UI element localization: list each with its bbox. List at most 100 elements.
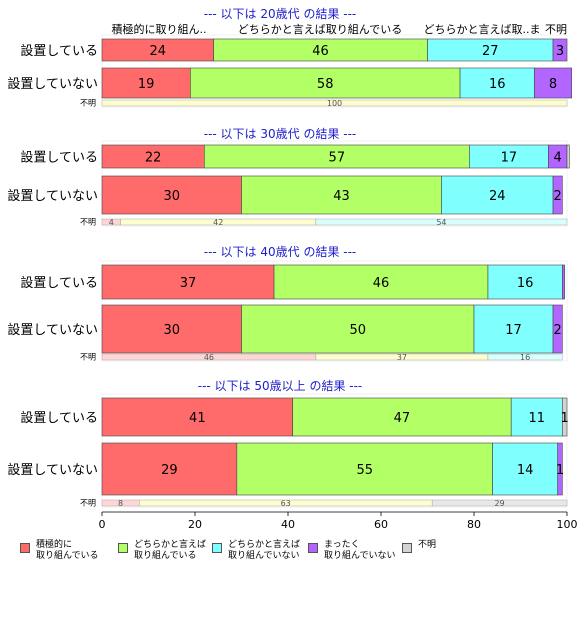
panel-title: --- 以下は 40歳代 の結果 --- — [204, 245, 357, 259]
unknown-data-label: 29 — [494, 499, 504, 508]
data-label: 57 — [329, 151, 346, 166]
data-label: 27 — [482, 44, 499, 59]
unknown-bar-segment — [487, 353, 563, 361]
data-label: 11 — [529, 411, 546, 426]
bar-segment — [562, 264, 565, 300]
panel-title: --- 以下は 50歳以上 の結果 --- — [198, 379, 363, 393]
data-label: 2 — [554, 189, 562, 204]
column-header: どちらかと言えば取り組んでいる — [238, 23, 402, 36]
bar-segment — [552, 304, 563, 354]
unknown-data-label: 54 — [436, 218, 446, 227]
legend-item: まったく 取り組んでいない — [308, 540, 396, 562]
bar-segment — [241, 175, 442, 215]
chart-legend: 積極的に 取り組んでいる どちらかと言えば 取り組んでいる どちらかと言えば 取り組… — [0, 538, 580, 578]
row-label: 設置している — [20, 150, 98, 166]
unknown-data-label: 37 — [397, 353, 407, 362]
row-label: 設置していない — [7, 322, 98, 338]
unknown-bar-segment — [101, 99, 568, 107]
x-tick-label: 100 — [557, 518, 578, 531]
data-label: 30 — [163, 323, 180, 338]
bar-segment — [459, 67, 535, 99]
column-header: 不明 — [545, 23, 567, 36]
x-tick-label: 0 — [99, 518, 106, 531]
unknown-row-label: 不明 — [80, 218, 96, 227]
data-label: 47 — [394, 411, 411, 426]
unknown-data-label: 42 — [213, 218, 223, 227]
bar-segment — [492, 442, 559, 496]
data-label: 14 — [517, 463, 534, 478]
data-label: 22 — [145, 151, 162, 166]
row-label: 設置している — [20, 275, 98, 291]
data-label: 58 — [317, 77, 334, 92]
bar-segment — [552, 38, 568, 62]
x-tick-label: 20 — [188, 518, 202, 531]
legend-swatch — [402, 543, 412, 553]
data-label: 46 — [312, 44, 329, 59]
bar-segment — [190, 67, 461, 99]
unknown-data-label: 46 — [204, 353, 214, 362]
panel-title: --- 以下は 20歳代 の結果 --- — [204, 7, 357, 21]
unknown-data-label: 63 — [281, 499, 291, 508]
x-tick-label: 80 — [467, 518, 481, 531]
row-label: 設置していない — [7, 462, 98, 478]
legend-item: どちらかと言えば 取り組んでいる — [118, 540, 206, 562]
bar-segment — [534, 67, 572, 99]
data-label: 16 — [517, 276, 534, 291]
data-label: 37 — [180, 276, 197, 291]
data-label: 24 — [489, 189, 506, 204]
data-label: 50 — [349, 323, 366, 338]
data-label: 4 — [554, 151, 562, 166]
bar-segment — [101, 175, 242, 215]
bar-segment — [101, 67, 191, 99]
bar-segment — [552, 175, 563, 215]
data-label: 16 — [489, 77, 506, 92]
unknown-data-label: 100 — [327, 99, 342, 108]
bar-segment — [566, 144, 570, 169]
legend-swatch — [212, 543, 222, 553]
unknown-row-label: 不明 — [80, 353, 96, 362]
stacked-bar-chart: 積極的に取り組ん.. どちらかと言えば取り組んでいる どちらかと言えば取..ま 不明 -… — [7, 7, 578, 531]
bar-segment — [557, 442, 563, 496]
bar-segment — [101, 397, 293, 437]
data-label: 30 — [163, 189, 180, 204]
bar-segment — [292, 397, 512, 437]
legend-label: 不明 — [418, 540, 437, 550]
unknown-data-label: 4 — [109, 218, 114, 227]
data-label: 41 — [189, 411, 206, 426]
data-label: 17 — [505, 323, 522, 338]
row-label: 設置している — [20, 43, 98, 59]
row-label: 設置していない — [7, 188, 98, 204]
data-label: 46 — [373, 276, 390, 291]
bar-segment — [441, 175, 554, 215]
row-label: 設置していない — [7, 76, 98, 92]
data-label: 2 — [554, 323, 562, 338]
legend-item: 不明 — [402, 540, 436, 553]
legend-label: どちらかと言えば 取り組んでいる — [134, 540, 207, 561]
bar-segment — [562, 397, 568, 437]
x-tick-label: 40 — [281, 518, 295, 531]
bar-segment — [510, 397, 563, 437]
data-label: 1 — [556, 463, 564, 478]
unknown-bar-segment — [431, 499, 568, 507]
unknown-row-label: 不明 — [80, 99, 96, 108]
legend-item: 積極的に 取り組んでいる — [20, 540, 99, 562]
legend-item: どちらかと言えば 取り組んでいない — [212, 540, 300, 562]
legend-label: まったく 取り組んでいない — [324, 540, 396, 561]
data-label: 1 — [561, 411, 569, 426]
data-label: 19 — [138, 77, 155, 92]
unknown-row-label: 不明 — [80, 499, 96, 508]
column-header: 積極的に取り組ん.. — [112, 22, 207, 36]
unknown-data-label: 16 — [520, 353, 530, 362]
data-label: 17 — [501, 151, 518, 166]
unknown-bar-segment — [315, 218, 568, 226]
legend-swatch — [308, 543, 318, 553]
bar-segment — [473, 304, 554, 354]
data-label: 8 — [549, 77, 557, 92]
data-label: 55 — [356, 463, 373, 478]
legend-label: どちらかと言えば 取り組んでいない — [228, 540, 301, 561]
bar-segment — [101, 304, 242, 354]
unknown-data-label: 8 — [118, 499, 123, 508]
data-label: 29 — [161, 463, 178, 478]
bar-segment — [487, 264, 563, 300]
data-label: 43 — [333, 189, 350, 204]
